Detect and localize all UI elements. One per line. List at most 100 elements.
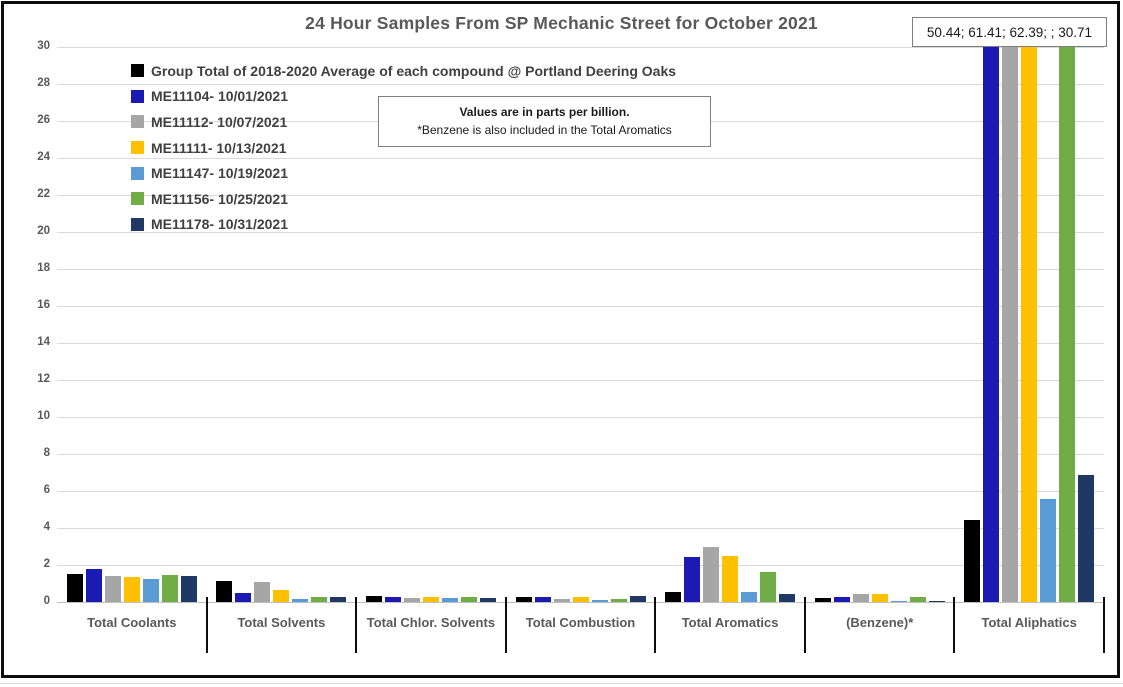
category-label: Total Chlor. Solvents	[366, 615, 496, 630]
gridline	[57, 454, 1104, 455]
bar	[403, 597, 420, 602]
bar	[441, 597, 458, 602]
bar	[311, 597, 328, 602]
group-separator	[803, 597, 806, 653]
bar	[814, 598, 831, 602]
group-separator	[1103, 597, 1105, 653]
bar	[460, 596, 477, 602]
legend-item: ME11111- 10/13/2021	[131, 135, 676, 161]
legend-item: Group Total of 2018-2020 Average of each…	[131, 58, 676, 84]
bar	[553, 598, 570, 602]
bar	[273, 590, 290, 602]
legend-item-label: ME11104- 10/01/2021	[151, 88, 289, 105]
gridline	[57, 232, 1104, 233]
bar	[104, 576, 121, 602]
y-axis-tick-label: 4	[43, 521, 50, 533]
bar	[1059, 47, 1076, 602]
gridline	[57, 47, 1104, 48]
bar	[779, 593, 796, 602]
legend: Group Total of 2018-2020 Average of each…	[131, 58, 676, 237]
bar	[629, 595, 646, 602]
overflow-values-box: 50.44; 61.41; 62.39; ; 30.71	[912, 17, 1107, 47]
bar	[515, 596, 532, 602]
bar	[722, 555, 739, 603]
y-axis-tick-label: 16	[37, 299, 50, 311]
y-axis-tick-label: 20	[37, 225, 50, 237]
bar	[871, 593, 888, 602]
bar	[235, 592, 252, 603]
y-axis-tick-label: 18	[37, 262, 50, 274]
bar	[928, 600, 945, 602]
category-label: Total Solvents	[237, 615, 326, 630]
legend-item: ME11156- 10/25/2021	[131, 186, 676, 212]
y-axis-tick-label: 2	[43, 558, 50, 570]
category-label: Total Aromatics	[681, 615, 779, 630]
gridline	[57, 417, 1104, 418]
gridline	[57, 269, 1104, 270]
legend-swatch-icon	[131, 166, 144, 180]
bar	[365, 595, 382, 602]
bar	[760, 572, 777, 602]
bar	[161, 575, 178, 602]
gridline	[57, 84, 1104, 85]
y-axis-tick-label: 26	[37, 114, 50, 126]
group-separator	[654, 597, 657, 653]
gridline	[57, 380, 1104, 381]
bar	[833, 596, 850, 602]
bar	[1021, 47, 1038, 602]
y-axis-tick-label: 30	[37, 40, 50, 52]
legend-item: ME11178- 10/31/2021	[131, 212, 676, 238]
group-separator	[205, 597, 208, 653]
legend-item-label: ME11111- 10/13/2021	[151, 139, 287, 156]
bar	[964, 519, 981, 602]
bar	[684, 556, 701, 602]
bar	[142, 578, 159, 602]
legend-item-label: Group Total of 2018-2020 Average of each…	[151, 62, 677, 79]
gridline	[57, 195, 1104, 196]
y-axis-tick-label: 0	[43, 595, 50, 607]
bar	[330, 596, 347, 602]
legend-swatch-icon	[131, 192, 144, 206]
y-axis-tick-label: 6	[43, 484, 50, 496]
legend-item: ME11147- 10/19/2021	[131, 160, 676, 186]
bottom-gridline	[0, 683, 1123, 684]
gridline	[57, 306, 1104, 307]
y-axis-tick-label: 8	[43, 447, 50, 459]
chart-title: 24 Hour Samples From SP Mechanic Street …	[305, 13, 818, 33]
bar	[591, 599, 608, 602]
bar	[384, 596, 401, 602]
legend-swatch-icon	[131, 141, 144, 155]
category-label: Total Combustion	[525, 615, 636, 630]
bar	[741, 591, 758, 602]
bar	[983, 47, 1000, 602]
bar	[216, 580, 233, 602]
legend-item-label: ME11147- 10/19/2021	[151, 165, 289, 182]
bar	[1040, 499, 1057, 602]
note-units-line: Values are in parts per billion.	[459, 105, 630, 120]
legend-item-label: ME11178- 10/31/2021	[151, 216, 289, 233]
category-label: Total Aliphatics	[981, 615, 1077, 630]
group-separator	[953, 597, 956, 653]
legend-item-label: ME11156- 10/25/2021	[151, 190, 289, 207]
legend-swatch-icon	[131, 64, 144, 78]
legend-swatch-icon	[131, 115, 144, 129]
note-box: Values are in parts per billion. *Benzen…	[378, 96, 711, 147]
legend-swatch-icon	[131, 89, 144, 103]
bar	[85, 568, 102, 602]
gridline	[57, 491, 1104, 492]
y-axis-tick-label: 12	[37, 373, 50, 385]
bar	[572, 597, 589, 602]
bar	[254, 581, 271, 602]
group-separator	[355, 597, 358, 653]
bar	[66, 574, 83, 603]
bar	[665, 591, 682, 602]
legend-item: ME11112- 10/07/2021	[131, 109, 676, 135]
legend-item-label: ME11112- 10/07/2021	[151, 113, 288, 130]
category-label: (Benzene)*	[846, 615, 914, 630]
y-axis-tick-label: 24	[37, 151, 50, 163]
bar	[1078, 475, 1095, 602]
bar	[123, 577, 140, 602]
y-axis-tick-label: 14	[37, 336, 50, 348]
bar	[292, 599, 309, 602]
legend-item: ME11104- 10/01/2021	[131, 84, 676, 110]
